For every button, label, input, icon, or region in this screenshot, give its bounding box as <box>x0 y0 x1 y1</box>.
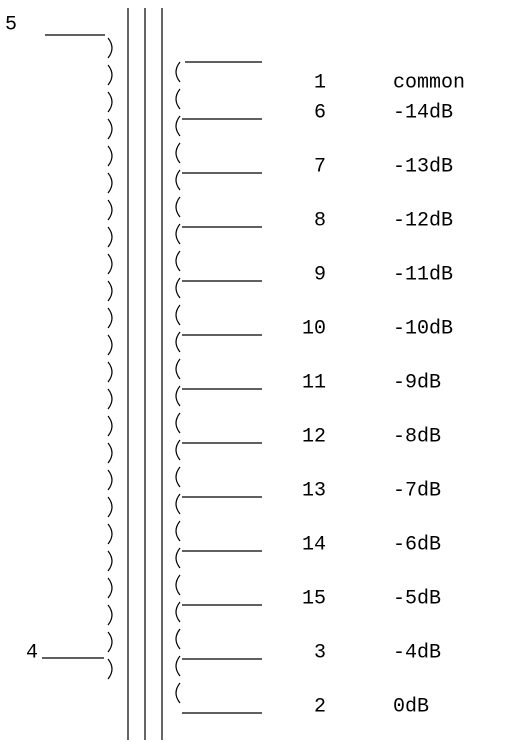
secondary-arc <box>175 439 181 461</box>
primary-arc <box>107 631 113 653</box>
primary-arc <box>107 550 113 572</box>
tap-pin: 6 <box>314 101 326 124</box>
secondary-arc <box>175 682 181 704</box>
secondary-arc <box>175 88 181 110</box>
primary-arc <box>107 577 113 599</box>
primary-arc <box>107 334 113 356</box>
primary-arc <box>107 523 113 545</box>
primary-arc <box>107 388 113 410</box>
primary-arc <box>107 226 113 248</box>
pin-label: 5 <box>5 13 17 36</box>
tap-label: -6dB <box>393 533 441 556</box>
primary-arc <box>107 496 113 518</box>
tap-pin: 2 <box>314 695 326 718</box>
secondary-arc <box>175 61 181 83</box>
core <box>42 8 262 740</box>
secondary-arc <box>175 385 181 407</box>
secondary-arc <box>175 520 181 542</box>
primary-arc <box>107 307 113 329</box>
secondary-arc <box>175 115 181 137</box>
primary-arc <box>107 469 113 491</box>
primary-arc <box>107 37 113 59</box>
secondary-arc <box>175 196 181 218</box>
primary-arc <box>107 118 113 140</box>
tap-label: -13dB <box>393 155 453 178</box>
tap-label: -10dB <box>393 317 453 340</box>
tap-label: -5dB <box>393 587 441 610</box>
tap-pin: 12 <box>302 425 326 448</box>
tap-pin: 14 <box>302 533 326 556</box>
primary-arc <box>107 280 113 302</box>
secondary-arc <box>175 412 181 434</box>
tap-pin: 15 <box>302 587 326 610</box>
tap-label: -14dB <box>393 101 453 124</box>
primary-arc <box>107 64 113 86</box>
secondary-arc <box>175 628 181 650</box>
tap-pin: 10 <box>302 317 326 340</box>
secondary-arc <box>175 574 181 596</box>
tap-pin: 1 <box>314 71 326 94</box>
primary-arc <box>107 253 113 275</box>
pin-label: 4 <box>26 641 38 664</box>
tap-pin: 7 <box>314 155 326 178</box>
tap-label: -11dB <box>393 263 453 286</box>
secondary-arc <box>175 169 181 191</box>
tap-label: common <box>393 71 465 94</box>
tap-label: 0dB <box>393 695 429 718</box>
secondary-arc <box>175 142 181 164</box>
primary-arc <box>107 604 113 626</box>
secondary-arc <box>175 601 181 623</box>
tap-label: -8dB <box>393 425 441 448</box>
tap-pin: 11 <box>302 371 326 394</box>
primary-arc <box>107 658 113 680</box>
secondary-arc <box>175 277 181 299</box>
primary-arc <box>107 172 113 194</box>
tap-pin: 3 <box>314 641 326 664</box>
primary-arc <box>107 442 113 464</box>
secondary-arc <box>175 304 181 326</box>
primary-arc <box>107 145 113 167</box>
primary-arc <box>107 415 113 437</box>
primary-arc <box>107 91 113 113</box>
secondary-arc <box>175 466 181 488</box>
tap-label: -4dB <box>393 641 441 664</box>
secondary-arc <box>175 655 181 677</box>
secondary-arc <box>175 223 181 245</box>
secondary-arc <box>175 493 181 515</box>
tap-label: -9dB <box>393 371 441 394</box>
primary-arc <box>107 361 113 383</box>
tap-label: -12dB <box>393 209 453 232</box>
tap-pin: 13 <box>302 479 326 502</box>
tap-label: -7dB <box>393 479 441 502</box>
tap-pin: 9 <box>314 263 326 286</box>
secondary-arc <box>175 250 181 272</box>
secondary-arc <box>175 331 181 353</box>
secondary-arc <box>175 547 181 569</box>
primary-arc <box>107 199 113 221</box>
secondary-arc <box>175 358 181 380</box>
tap-pin: 8 <box>314 209 326 232</box>
